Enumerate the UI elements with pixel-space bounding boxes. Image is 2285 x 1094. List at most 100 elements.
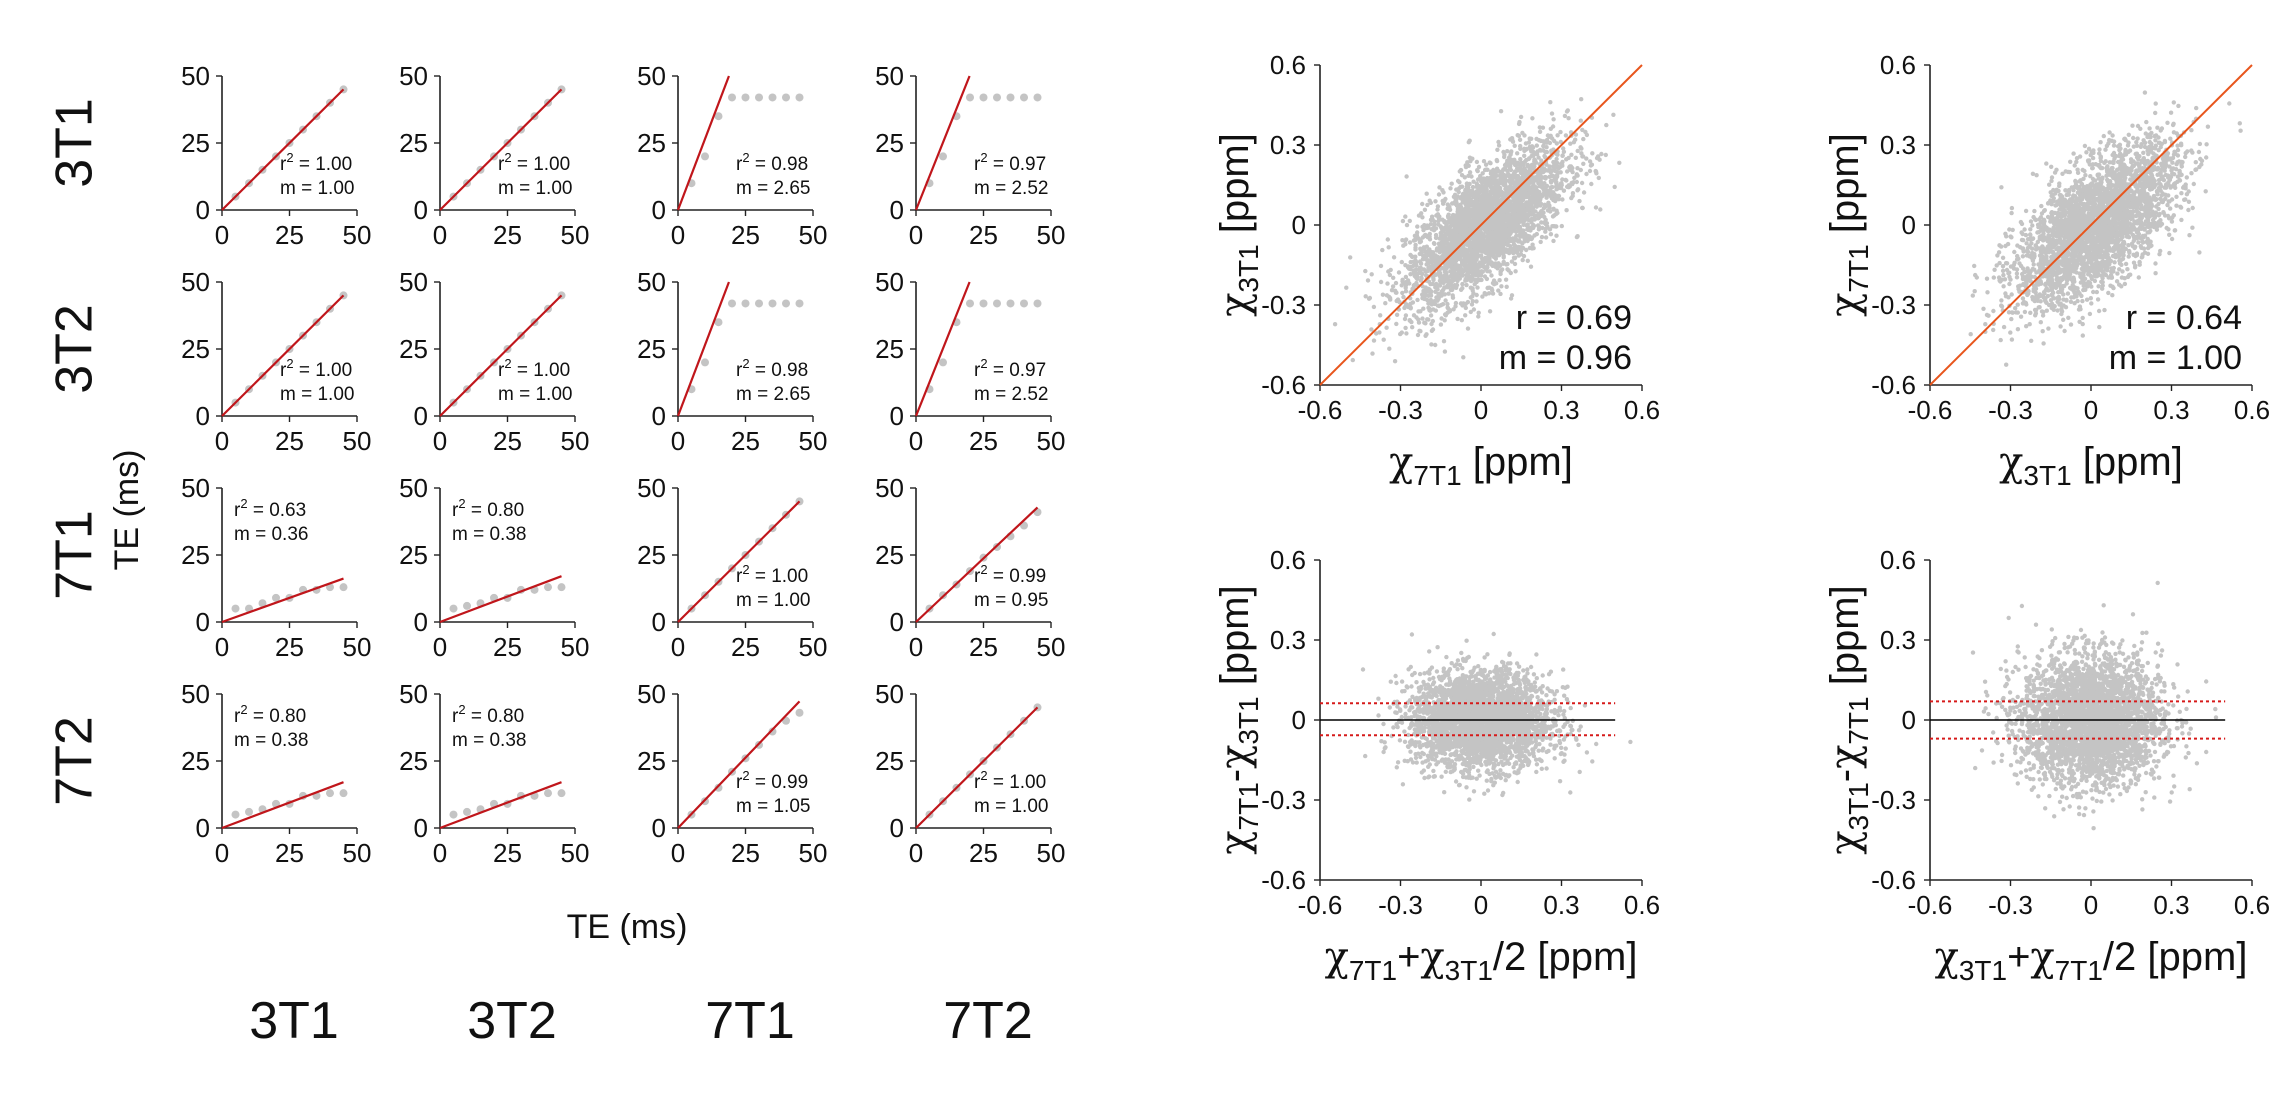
scatter-point xyxy=(2106,291,2110,295)
scatter-point xyxy=(1487,258,1491,262)
r-squared-value: = 1.00 xyxy=(750,566,809,587)
x-tick-label: 25 xyxy=(969,220,998,250)
scatter-point xyxy=(1486,202,1490,206)
scatter-point xyxy=(1469,295,1473,299)
y-tick-label: 50 xyxy=(875,61,904,91)
scatter-point xyxy=(1564,133,1568,137)
scatter-point xyxy=(1478,195,1482,199)
scatter-point xyxy=(1539,168,1543,172)
scatter-point xyxy=(1547,168,1551,172)
scatter-point xyxy=(1580,181,1584,185)
r-squared-value: = 1.00 xyxy=(988,772,1047,793)
scatter-point xyxy=(1533,197,1537,201)
scatter-point xyxy=(1495,148,1499,152)
x-tick-label: 0 xyxy=(433,426,447,456)
scatter-point xyxy=(1575,173,1579,177)
scatter-point xyxy=(1584,172,1588,176)
data-point xyxy=(1007,93,1015,101)
scatter-point xyxy=(2174,204,2178,208)
scatter-point xyxy=(1522,154,1526,158)
scatter-point xyxy=(1454,286,1458,290)
scatter-point xyxy=(1445,283,1449,287)
scatter-point xyxy=(1472,208,1476,212)
scatter-point xyxy=(1423,208,1427,212)
scatter-point xyxy=(1427,307,1431,311)
data-point xyxy=(966,93,974,101)
scatter-point xyxy=(1597,176,1601,180)
grid-x-axis-title: TE (ms) xyxy=(567,908,688,946)
scatter-point xyxy=(1351,358,1355,362)
data-point xyxy=(450,605,458,613)
scatter-point xyxy=(1408,219,1412,223)
scatter-point xyxy=(1430,215,1434,219)
data-point xyxy=(796,709,804,717)
scatter-point xyxy=(1548,209,1552,213)
y-tick-label: 50 xyxy=(399,61,428,91)
scatter-point xyxy=(1430,329,1434,333)
x-tick-label: 25 xyxy=(275,632,304,662)
scatter-point xyxy=(1462,221,1466,225)
scatter-point xyxy=(1460,248,1464,252)
scatter-point xyxy=(1404,275,1408,279)
data-point xyxy=(782,299,790,307)
scatter-point xyxy=(1487,238,1491,242)
scatter-point xyxy=(2039,204,2043,208)
scatter-point xyxy=(1405,223,1409,227)
x-tick-label: 50 xyxy=(561,632,590,662)
scatter-point xyxy=(2069,322,2073,326)
scatter-point xyxy=(1460,286,1464,290)
scatter-point xyxy=(1468,159,1472,163)
scatter-point xyxy=(1465,259,1469,263)
scatter-point xyxy=(1440,256,1444,260)
scatter-point xyxy=(1522,133,1526,137)
slope-label: m = 1.00 xyxy=(498,384,572,405)
scatter-point xyxy=(2067,193,2071,197)
scatter-point xyxy=(1364,294,1368,298)
scatter-point xyxy=(1445,220,1449,224)
row-label-3T2: 3T2 xyxy=(46,304,104,394)
r-squared-exp: 2 xyxy=(286,356,293,371)
scatter-point xyxy=(2004,363,2008,367)
slope-label: m = 1.00 xyxy=(736,590,810,611)
scatter-point xyxy=(1425,223,1429,227)
r-squared-exp: 2 xyxy=(504,150,511,165)
scatter-point xyxy=(1492,245,1496,249)
scatter-point xyxy=(1385,281,1389,285)
data-point xyxy=(340,789,348,797)
scatter-point xyxy=(1446,241,1450,245)
scatter-point xyxy=(1431,282,1435,286)
scatter-point xyxy=(1528,136,1532,140)
y-tick-label: 0 xyxy=(652,195,666,225)
scatter-point xyxy=(1475,213,1479,217)
scatter-point xyxy=(1496,182,1500,186)
scatter-point xyxy=(1564,178,1568,182)
scatter-point xyxy=(1402,306,1406,310)
scatter-point xyxy=(1444,225,1448,229)
scatter-point xyxy=(1560,224,1564,228)
scatter-point xyxy=(1446,216,1450,220)
scatter-point xyxy=(2116,144,2120,148)
scatter-point xyxy=(1453,257,1457,261)
scatter-point xyxy=(1599,152,1603,156)
scatter-point xyxy=(1424,262,1428,266)
scatter-point xyxy=(1581,137,1585,141)
scatter-point xyxy=(1490,264,1494,268)
slope-label: m = 2.65 xyxy=(736,178,810,199)
x-tick-label: 0 xyxy=(215,220,229,250)
y-tick-label: 0 xyxy=(196,401,210,431)
scatter-point xyxy=(1485,265,1489,269)
scatter-point xyxy=(1532,157,1536,161)
scatter-point xyxy=(1569,153,1573,157)
scatter-point xyxy=(1460,185,1464,189)
scatter-point xyxy=(1502,153,1506,157)
slope-label: m = 0.38 xyxy=(234,730,308,751)
scatter-point xyxy=(1507,248,1511,252)
scatter-point xyxy=(1521,258,1525,262)
scatter-point xyxy=(1417,320,1421,324)
scatter-point xyxy=(2008,234,2012,238)
scatter-point xyxy=(1501,241,1505,245)
x-tick-label: 50 xyxy=(1037,426,1066,456)
scatter-point xyxy=(1420,202,1424,206)
scatter-point xyxy=(1425,317,1429,321)
scatter-point xyxy=(1499,215,1503,219)
